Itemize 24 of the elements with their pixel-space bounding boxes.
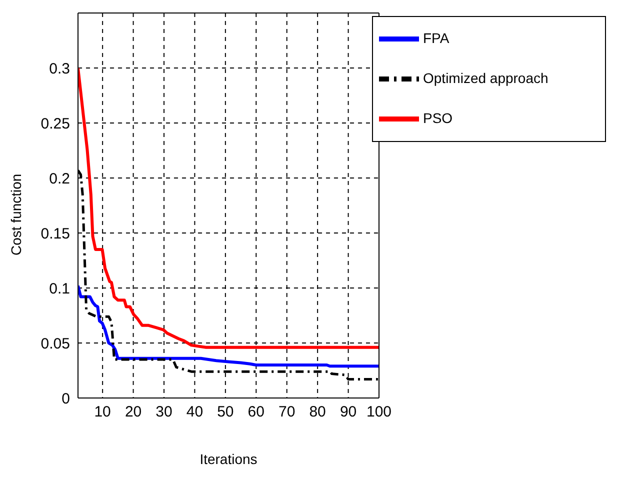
x-tick-label: 90 [340,404,357,421]
x-tick-label: 20 [124,404,142,421]
legend-label: PSO [423,110,453,126]
x-axis-title: Iterations [200,451,258,467]
x-tick-label: 80 [309,404,326,421]
x-tick-label: 50 [217,404,234,421]
x-tick-label: 60 [248,404,264,421]
y-tick-label: 0.25 [40,115,70,132]
line-series [78,66,379,349]
x-tick-label: 100 [366,404,392,421]
y-tick-label: 0.3 [49,60,70,78]
x-tick-label: 40 [186,404,204,421]
y-tick-label: 0.05 [40,335,70,352]
legend-label: FPA [423,30,450,46]
legend-label: Optimized approach [423,70,548,86]
x-tick-label: 70 [278,404,296,421]
x-tick-label: 30 [156,404,172,421]
y-axis-title: Cost function [8,174,24,256]
y-tick-label: 0.1 [49,280,70,298]
x-tick-label: 10 [94,404,111,421]
line-series [78,284,379,368]
y-tick-label: 0.2 [49,170,70,188]
y-tick-label: 0 [62,390,70,408]
y-tick-label: 0.15 [40,225,70,242]
